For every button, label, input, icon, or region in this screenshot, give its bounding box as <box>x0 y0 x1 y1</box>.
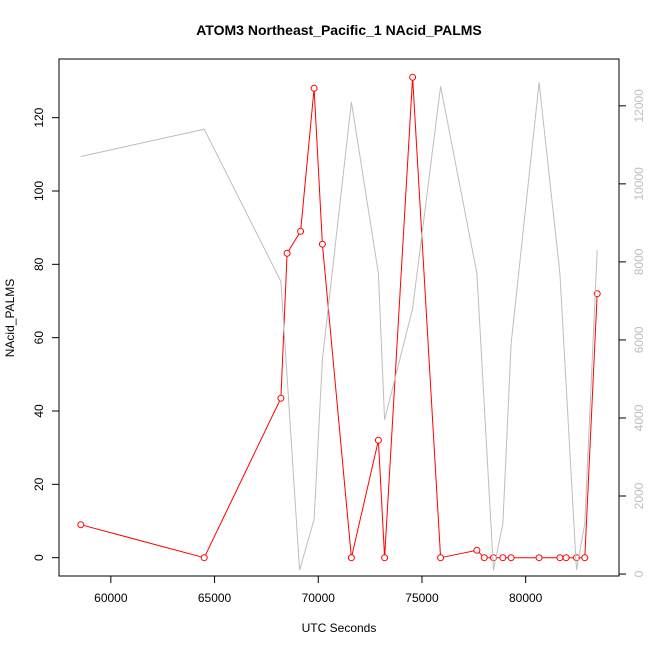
y2-tick-label: 2000 <box>632 482 646 509</box>
y2-tick-label: 4000 <box>632 404 646 431</box>
data-point-5 <box>310 84 318 92</box>
data-point-9 <box>381 554 389 562</box>
y-tick-label: 0 <box>32 554 46 561</box>
data-point-13 <box>480 554 488 562</box>
y-axis-label: NAcid_PALMS <box>3 279 17 357</box>
x-tick-label: 75000 <box>405 591 439 605</box>
data-point-2 <box>277 394 285 402</box>
y2-tick-label: 6000 <box>632 326 646 353</box>
y-tick-label: 60 <box>32 331 46 345</box>
y-tick-label: 120 <box>32 107 46 127</box>
x-tick-label: 60000 <box>94 591 128 605</box>
data-point-7 <box>347 554 355 562</box>
data-point-21 <box>581 554 589 562</box>
data-point-17 <box>535 554 543 562</box>
y2-tick-label: 12000 <box>632 89 646 123</box>
data-point-3 <box>283 249 291 257</box>
y2-tick-label: 8000 <box>632 248 646 275</box>
axes-layer: 60000 65000 70000 75000 80000020406080100120… <box>32 89 646 605</box>
data-point-1 <box>200 554 208 562</box>
y-tick-label: 100 <box>32 181 46 201</box>
x-tick-label: 70000 <box>302 591 336 605</box>
data-point-11 <box>437 554 445 562</box>
data-point-8 <box>374 436 382 444</box>
x-tick-label: 65000 <box>198 591 232 605</box>
right-axis-series-line <box>80 82 598 571</box>
data-point-0 <box>77 521 85 529</box>
y-tick-label: 40 <box>32 404 46 418</box>
data-point-12 <box>473 546 481 554</box>
data-point-16 <box>507 554 515 562</box>
y2-tick-label: 10000 <box>632 167 646 201</box>
data-point-10 <box>409 73 417 81</box>
x-tick-label: 80000 <box>509 591 543 605</box>
series-layer <box>77 73 601 571</box>
data-point-15 <box>499 554 507 562</box>
data-point-4 <box>297 227 305 235</box>
y2-tick-label: 0 <box>632 570 646 577</box>
y-tick-label: 20 <box>32 477 46 491</box>
y-tick-label: 80 <box>32 257 46 271</box>
data-point-19 <box>562 554 570 562</box>
chart-title: ATOM3 Northeast_Pacific_1 NAcid_PALMS <box>196 22 482 38</box>
x-axis-label: UTC Seconds <box>302 621 377 635</box>
data-point-18 <box>556 554 564 562</box>
data-point-6 <box>318 240 326 248</box>
